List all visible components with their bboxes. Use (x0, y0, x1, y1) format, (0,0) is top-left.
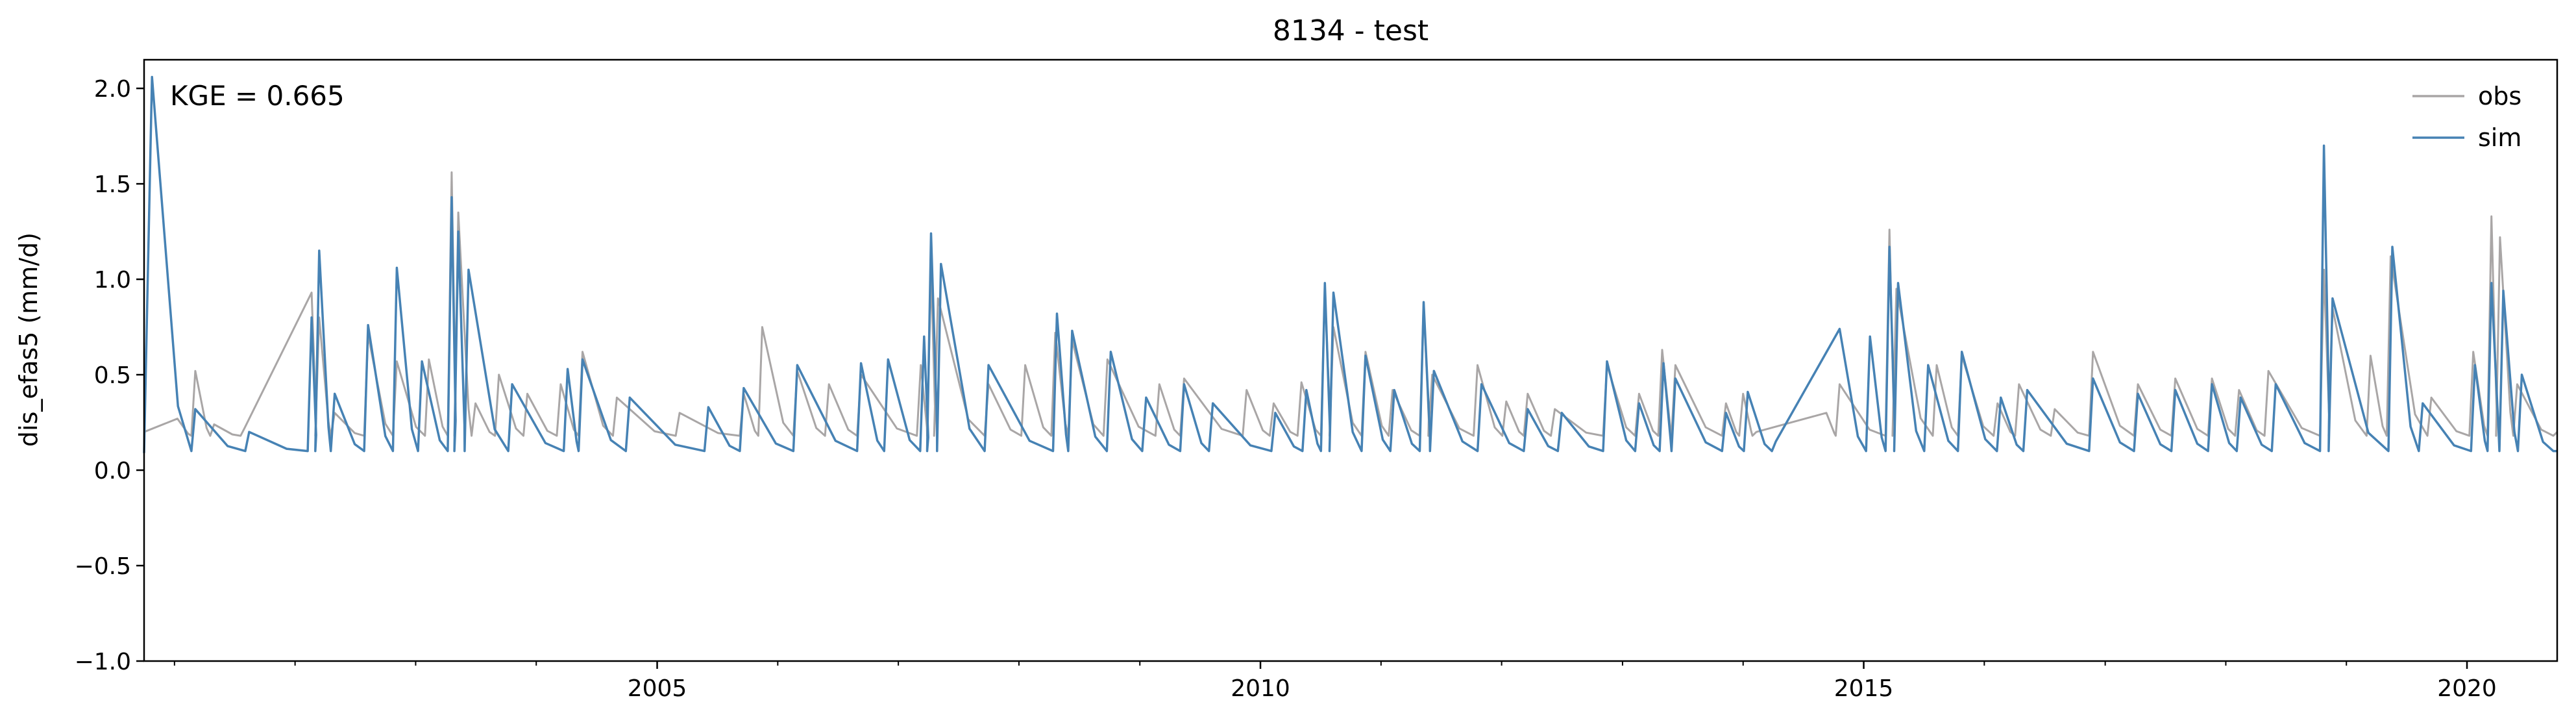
legend-label-sim: sim (2478, 123, 2521, 152)
x-tick-label: 2015 (1834, 675, 1894, 702)
x-tick-label: 2010 (1231, 675, 1290, 702)
plot-area (144, 60, 2557, 661)
x-tick-label: 2005 (628, 675, 687, 702)
x-tick-label: 2020 (2437, 675, 2497, 702)
plot-background (144, 60, 2557, 661)
axis-layer: 2.0 1.5 1.0 0.5 0.0 −0.5 −1.0 2005 2010 2015 2020 (75, 76, 2497, 702)
legend: obs sim (2412, 82, 2521, 152)
y-tick-label: 1.0 (94, 267, 131, 294)
y-tick-label: 1.5 (94, 171, 131, 198)
y-tick-label: −0.5 (75, 553, 131, 580)
kge-annotation: KGE = 0.665 (170, 80, 345, 112)
y-tick-label: 0.5 (94, 362, 131, 389)
y-tick-label: −1.0 (75, 649, 131, 675)
y-tick-label: 2.0 (94, 76, 131, 103)
y-tick-label: 0.0 (94, 458, 131, 484)
series-line-sim (143, 75, 2557, 453)
plot-frame (143, 58, 2558, 662)
chart-title: 8134 - test (1273, 14, 1429, 47)
legend-label-obs: obs (2478, 82, 2521, 110)
series-layer (143, 75, 2558, 453)
y-axis-label: dis_efas5 (mm/d) (14, 232, 43, 447)
